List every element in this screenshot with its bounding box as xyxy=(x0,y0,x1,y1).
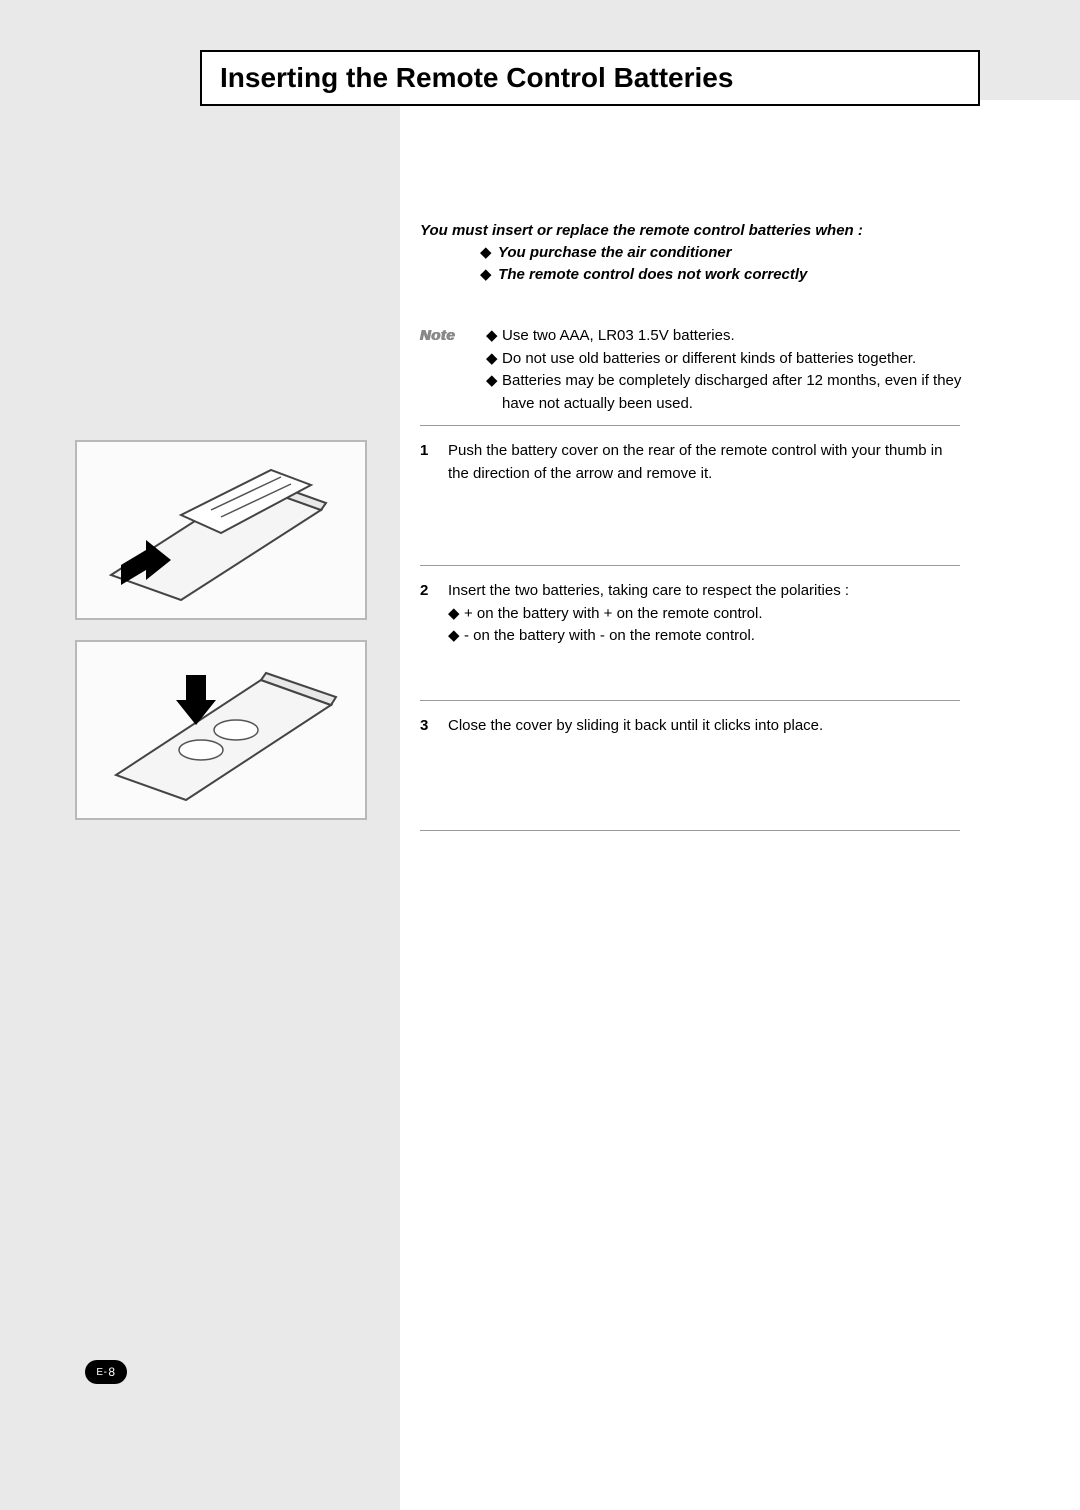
step-sub: ◆+ on the battery with + on the remote c… xyxy=(420,603,960,626)
step-text: Insert the two batteries, taking care to… xyxy=(448,580,960,603)
step-sub: ◆- on the battery with - on the remote c… xyxy=(420,625,960,648)
diamond-icon: ◆ xyxy=(486,348,502,371)
note-item-text: Do not use old batteries or different ki… xyxy=(502,348,980,371)
note-item: ◆Use two AAA, LR03 1.5V batteries. xyxy=(486,325,980,348)
note-item-text: Batteries may be completely discharged a… xyxy=(502,370,980,415)
diamond-icon: ◆ xyxy=(480,264,494,286)
intro-bullet-text: The remote control does not work correct… xyxy=(498,266,807,283)
divider xyxy=(420,425,960,426)
intro-block: You must insert or replace the remote co… xyxy=(420,220,980,285)
step-number: 1 xyxy=(420,440,448,485)
note-block: Note ◆Use two AAA, LR03 1.5V batteries. … xyxy=(420,325,980,415)
step-sub-text: - on the battery with - on the remote co… xyxy=(464,625,755,648)
divider xyxy=(420,830,960,831)
illustration-insert-batteries xyxy=(75,640,367,820)
step-2: 2 Insert the two batteries, taking care … xyxy=(420,580,960,648)
step-1: 1 Push the battery cover on the rear of … xyxy=(420,440,960,485)
intro-bullet: ◆ The remote control does not work corre… xyxy=(420,264,980,286)
diamond-icon: ◆ xyxy=(486,325,502,348)
intro-bullet: ◆ You purchase the air conditioner xyxy=(420,242,980,264)
step-text: Close the cover by sliding it back until… xyxy=(448,715,960,738)
diamond-icon: ◆ xyxy=(448,625,464,648)
step-sub-text: + on the battery with + on the remote co… xyxy=(464,603,763,626)
diamond-icon: ◆ xyxy=(448,603,464,626)
step-number: 3 xyxy=(420,715,448,738)
remote-illustration-icon xyxy=(91,455,351,605)
note-body: ◆Use two AAA, LR03 1.5V batteries. ◆Do n… xyxy=(486,325,980,415)
intro-bullet-text: You purchase the air conditioner xyxy=(498,244,732,261)
page-number-prefix: E- xyxy=(96,1367,107,1378)
divider xyxy=(420,565,960,566)
note-item: ◆Batteries may be completely discharged … xyxy=(486,370,980,415)
title-bar: Inserting the Remote Control Batteries xyxy=(200,50,980,106)
page-number-badge: E-8 xyxy=(85,1360,127,1384)
note-item-text: Use two AAA, LR03 1.5V batteries. xyxy=(502,325,980,348)
note-label: Note xyxy=(420,325,486,415)
diamond-icon: ◆ xyxy=(480,242,494,264)
page-title: Inserting the Remote Control Batteries xyxy=(220,62,960,94)
step-number: 2 xyxy=(420,580,448,603)
page-number-value: 8 xyxy=(108,1365,115,1379)
illustration-remove-cover xyxy=(75,440,367,620)
diamond-icon: ◆ xyxy=(486,370,502,415)
intro-lead: You must insert or replace the remote co… xyxy=(420,220,980,242)
step-text: Push the battery cover on the rear of th… xyxy=(448,440,960,485)
content-panel xyxy=(400,100,1080,1510)
remote-illustration-icon xyxy=(91,655,351,805)
divider xyxy=(420,700,960,701)
note-item: ◆Do not use old batteries or different k… xyxy=(486,348,980,371)
step-3: 3 Close the cover by sliding it back unt… xyxy=(420,715,960,738)
